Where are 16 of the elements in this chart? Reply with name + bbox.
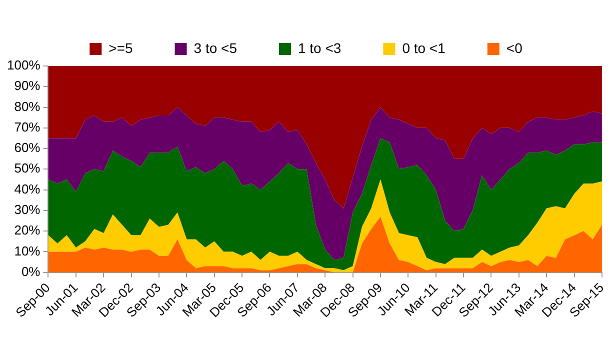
y-tick-label: 70% — [14, 119, 41, 134]
legend-label: <0 — [506, 40, 523, 56]
y-tick-label: 0% — [21, 264, 41, 279]
y-tick-label: 20% — [14, 222, 41, 238]
y-tick-label: 10% — [14, 243, 41, 258]
y-tick-label: 80% — [14, 98, 41, 114]
y-tick-label: 100% — [7, 58, 41, 73]
y-tick-label: 50% — [14, 160, 41, 176]
y-tick-label: 60% — [14, 140, 41, 156]
y-tick-label: 40% — [14, 181, 41, 196]
y-tick-label: 30% — [14, 202, 41, 218]
legend-label: 0 to <1 — [402, 40, 446, 56]
legend-label: 3 to <5 — [194, 40, 238, 56]
legend-label: >=5 — [108, 40, 133, 56]
legend-label: 1 to <3 — [298, 40, 342, 56]
y-tick-label: 90% — [14, 78, 41, 94]
